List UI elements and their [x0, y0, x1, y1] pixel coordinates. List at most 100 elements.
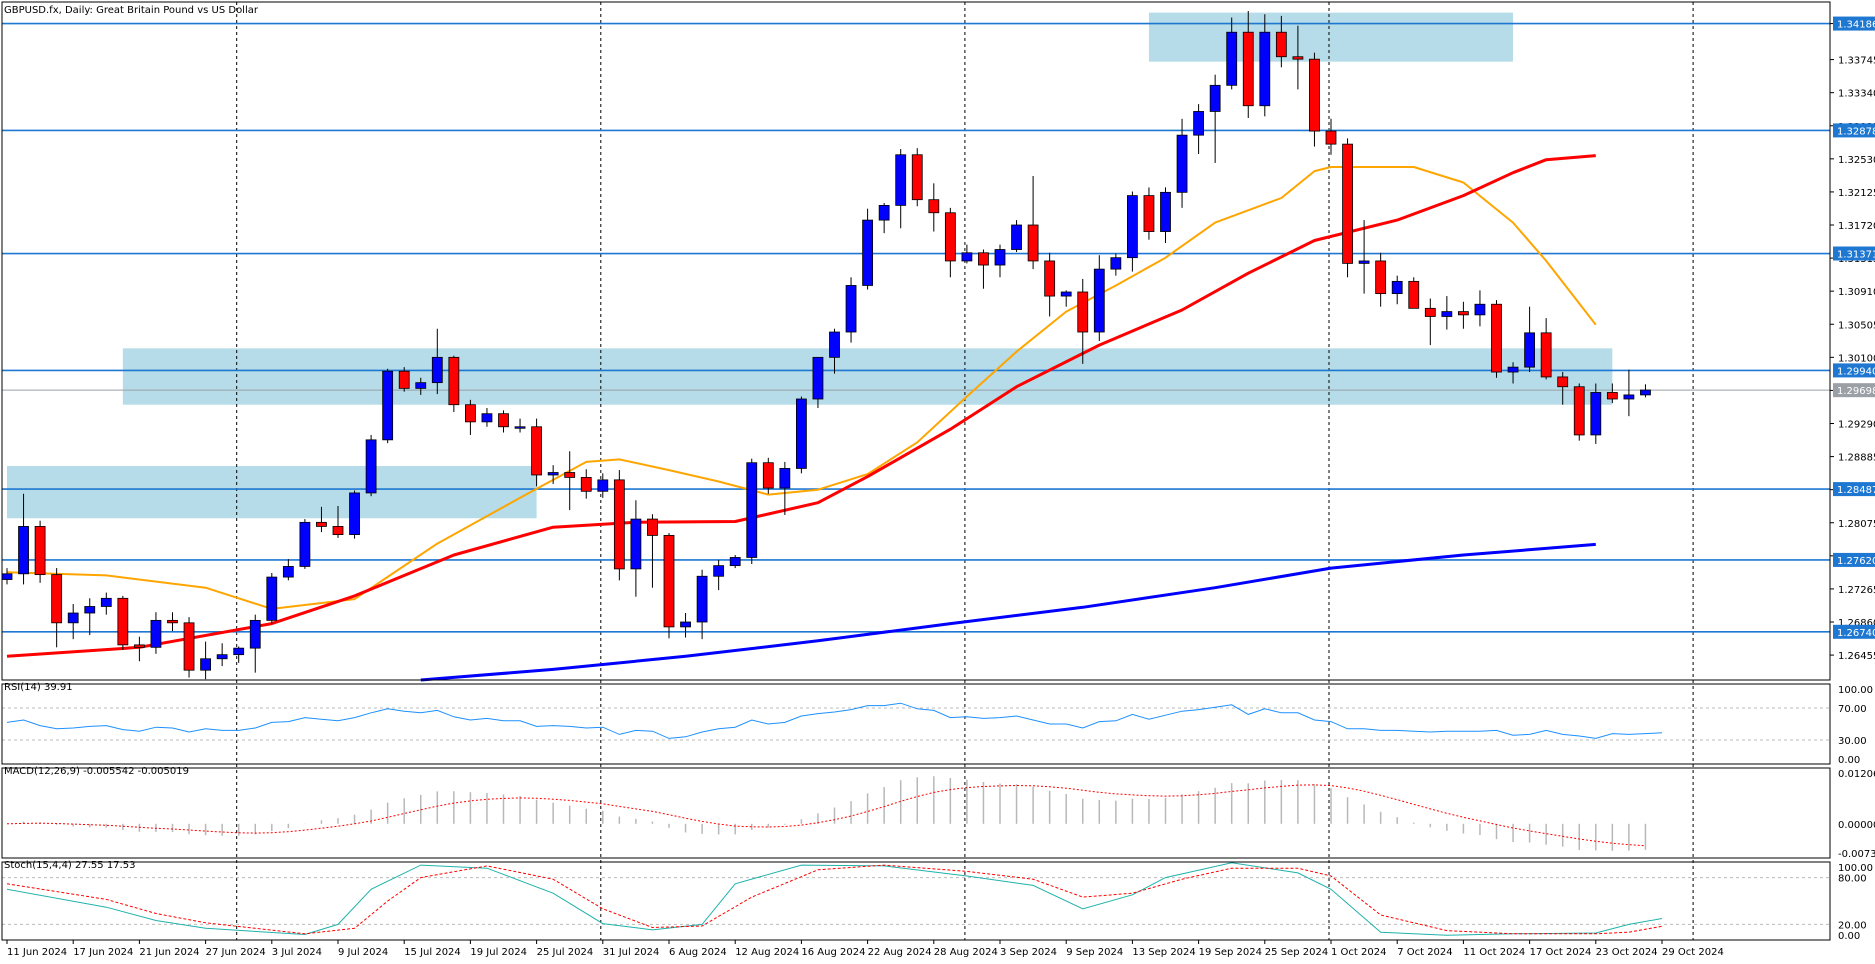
candle[interactable]: [845, 277, 857, 343]
candle[interactable]: [481, 407, 493, 427]
candle[interactable]: [514, 418, 526, 433]
candlesticks[interactable]: [1, 10, 1651, 680]
candle[interactable]: [746, 458, 758, 565]
candle[interactable]: [1573, 383, 1585, 441]
candle[interactable]: [150, 612, 162, 654]
candle[interactable]: [1590, 383, 1602, 444]
candle[interactable]: [216, 643, 228, 667]
candle[interactable]: [1441, 296, 1453, 330]
candle[interactable]: [183, 617, 195, 678]
candle[interactable]: [365, 434, 377, 497]
candle[interactable]: [961, 244, 973, 264]
candle[interactable]: [630, 500, 642, 597]
candle[interactable]: [762, 457, 774, 494]
candle[interactable]: [1060, 290, 1072, 307]
candle[interactable]: [1325, 118, 1337, 155]
candle[interactable]: [597, 473, 609, 498]
candle[interactable]: [431, 328, 443, 395]
candle[interactable]: [729, 555, 741, 569]
candle[interactable]: [1093, 255, 1105, 341]
candle[interactable]: [911, 148, 923, 207]
candle[interactable]: [647, 514, 658, 588]
candle[interactable]: [978, 249, 989, 289]
candle[interactable]: [713, 559, 725, 591]
candle[interactable]: [167, 612, 178, 631]
candle[interactable]: [448, 355, 460, 413]
candle[interactable]: [663, 532, 675, 639]
candle[interactable]: [1524, 306, 1535, 373]
candle[interactable]: [18, 493, 29, 585]
candle[interactable]: [1458, 301, 1469, 329]
candle[interactable]: [1358, 220, 1370, 294]
candle[interactable]: [994, 244, 1006, 278]
candle[interactable]: [67, 604, 79, 640]
candle[interactable]: [1044, 252, 1056, 317]
candle[interactable]: [829, 328, 840, 374]
candle[interactable]: [1160, 187, 1171, 243]
candle[interactable]: [1540, 318, 1552, 380]
candle[interactable]: [117, 595, 129, 650]
candle[interactable]: [580, 469, 592, 499]
candle[interactable]: [531, 418, 542, 487]
candle[interactable]: [398, 367, 410, 392]
candle[interactable]: [1275, 15, 1287, 68]
candle[interactable]: [1474, 290, 1486, 327]
candle[interactable]: [1259, 14, 1271, 117]
candle[interactable]: [564, 451, 576, 511]
candle[interactable]: [680, 613, 691, 638]
candle[interactable]: [1176, 118, 1188, 208]
candle[interactable]: [1226, 17, 1238, 90]
candle[interactable]: [1110, 253, 1122, 276]
candle[interactable]: [51, 568, 63, 648]
candle[interactable]: [862, 208, 873, 290]
candle[interactable]: [1193, 104, 1204, 154]
candle[interactable]: [34, 520, 46, 583]
candle[interactable]: [498, 410, 509, 433]
candle[interactable]: [1491, 300, 1502, 378]
candle[interactable]: [1309, 52, 1320, 147]
candle[interactable]: [84, 598, 96, 636]
candle[interactable]: [1242, 10, 1254, 118]
candle[interactable]: [316, 506, 327, 533]
candle[interactable]: [349, 490, 360, 539]
candle[interactable]: [796, 396, 807, 474]
candle[interactable]: [779, 461, 791, 515]
candle[interactable]: [1011, 220, 1022, 252]
candle[interactable]: [944, 207, 956, 278]
candle[interactable]: [233, 646, 245, 663]
candle[interactable]: [1375, 252, 1387, 307]
candle[interactable]: [249, 614, 261, 673]
horizontal-levels[interactable]: [2, 22, 1830, 633]
candle[interactable]: [133, 636, 145, 662]
candle[interactable]: [332, 506, 344, 538]
candle[interactable]: [928, 183, 940, 232]
candle[interactable]: [1606, 383, 1618, 404]
candle[interactable]: [1292, 25, 1304, 90]
candle[interactable]: [878, 202, 890, 234]
candle[interactable]: [1209, 74, 1221, 163]
candle[interactable]: [1623, 369, 1635, 417]
candle[interactable]: [613, 470, 625, 581]
candle[interactable]: [1557, 372, 1569, 405]
candle[interactable]: [266, 572, 278, 624]
candle[interactable]: [200, 641, 212, 680]
candle[interactable]: [1408, 277, 1420, 309]
candle[interactable]: [415, 377, 427, 395]
candle[interactable]: [1391, 275, 1403, 305]
candle[interactable]: [1640, 384, 1651, 398]
candle[interactable]: [547, 465, 559, 484]
candle[interactable]: [1027, 175, 1039, 270]
candle[interactable]: [1342, 138, 1353, 278]
candle[interactable]: [464, 399, 476, 435]
candle[interactable]: [1143, 187, 1155, 240]
candle[interactable]: [696, 569, 708, 640]
candle[interactable]: [812, 356, 824, 408]
candle[interactable]: [1127, 191, 1138, 272]
candle[interactable]: [895, 149, 907, 229]
candle[interactable]: [1424, 298, 1436, 346]
candle[interactable]: [100, 592, 112, 615]
candle[interactable]: [382, 368, 394, 444]
candle[interactable]: [1507, 362, 1519, 384]
candle[interactable]: [282, 559, 294, 581]
